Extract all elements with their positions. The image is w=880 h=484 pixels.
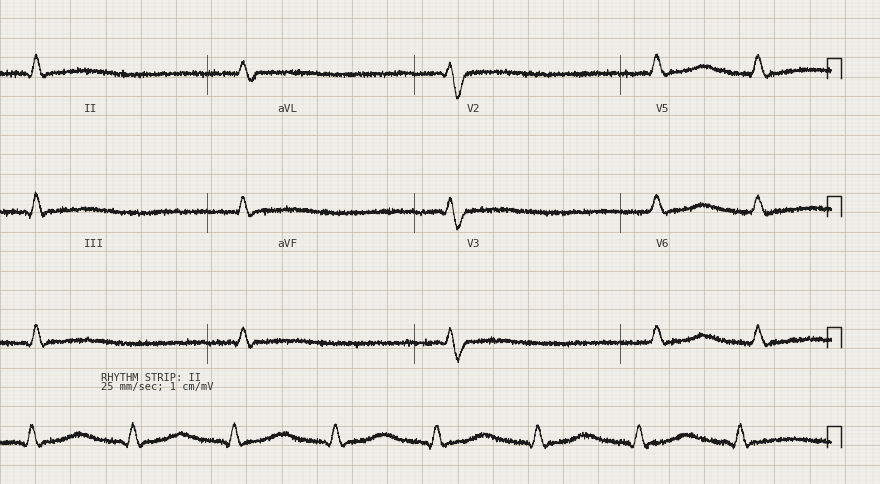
Text: III: III [84,239,104,249]
Text: RHYTHM STRIP: II: RHYTHM STRIP: II [101,372,202,382]
Text: V5: V5 [656,104,669,113]
Text: V6: V6 [656,239,669,249]
Text: V2: V2 [466,104,480,113]
Text: aVF: aVF [277,239,297,249]
Text: II: II [84,104,97,113]
Text: V3: V3 [466,239,480,249]
Text: 25 mm/sec; 1 cm/mV: 25 mm/sec; 1 cm/mV [101,382,214,392]
Text: aVL: aVL [277,104,297,113]
